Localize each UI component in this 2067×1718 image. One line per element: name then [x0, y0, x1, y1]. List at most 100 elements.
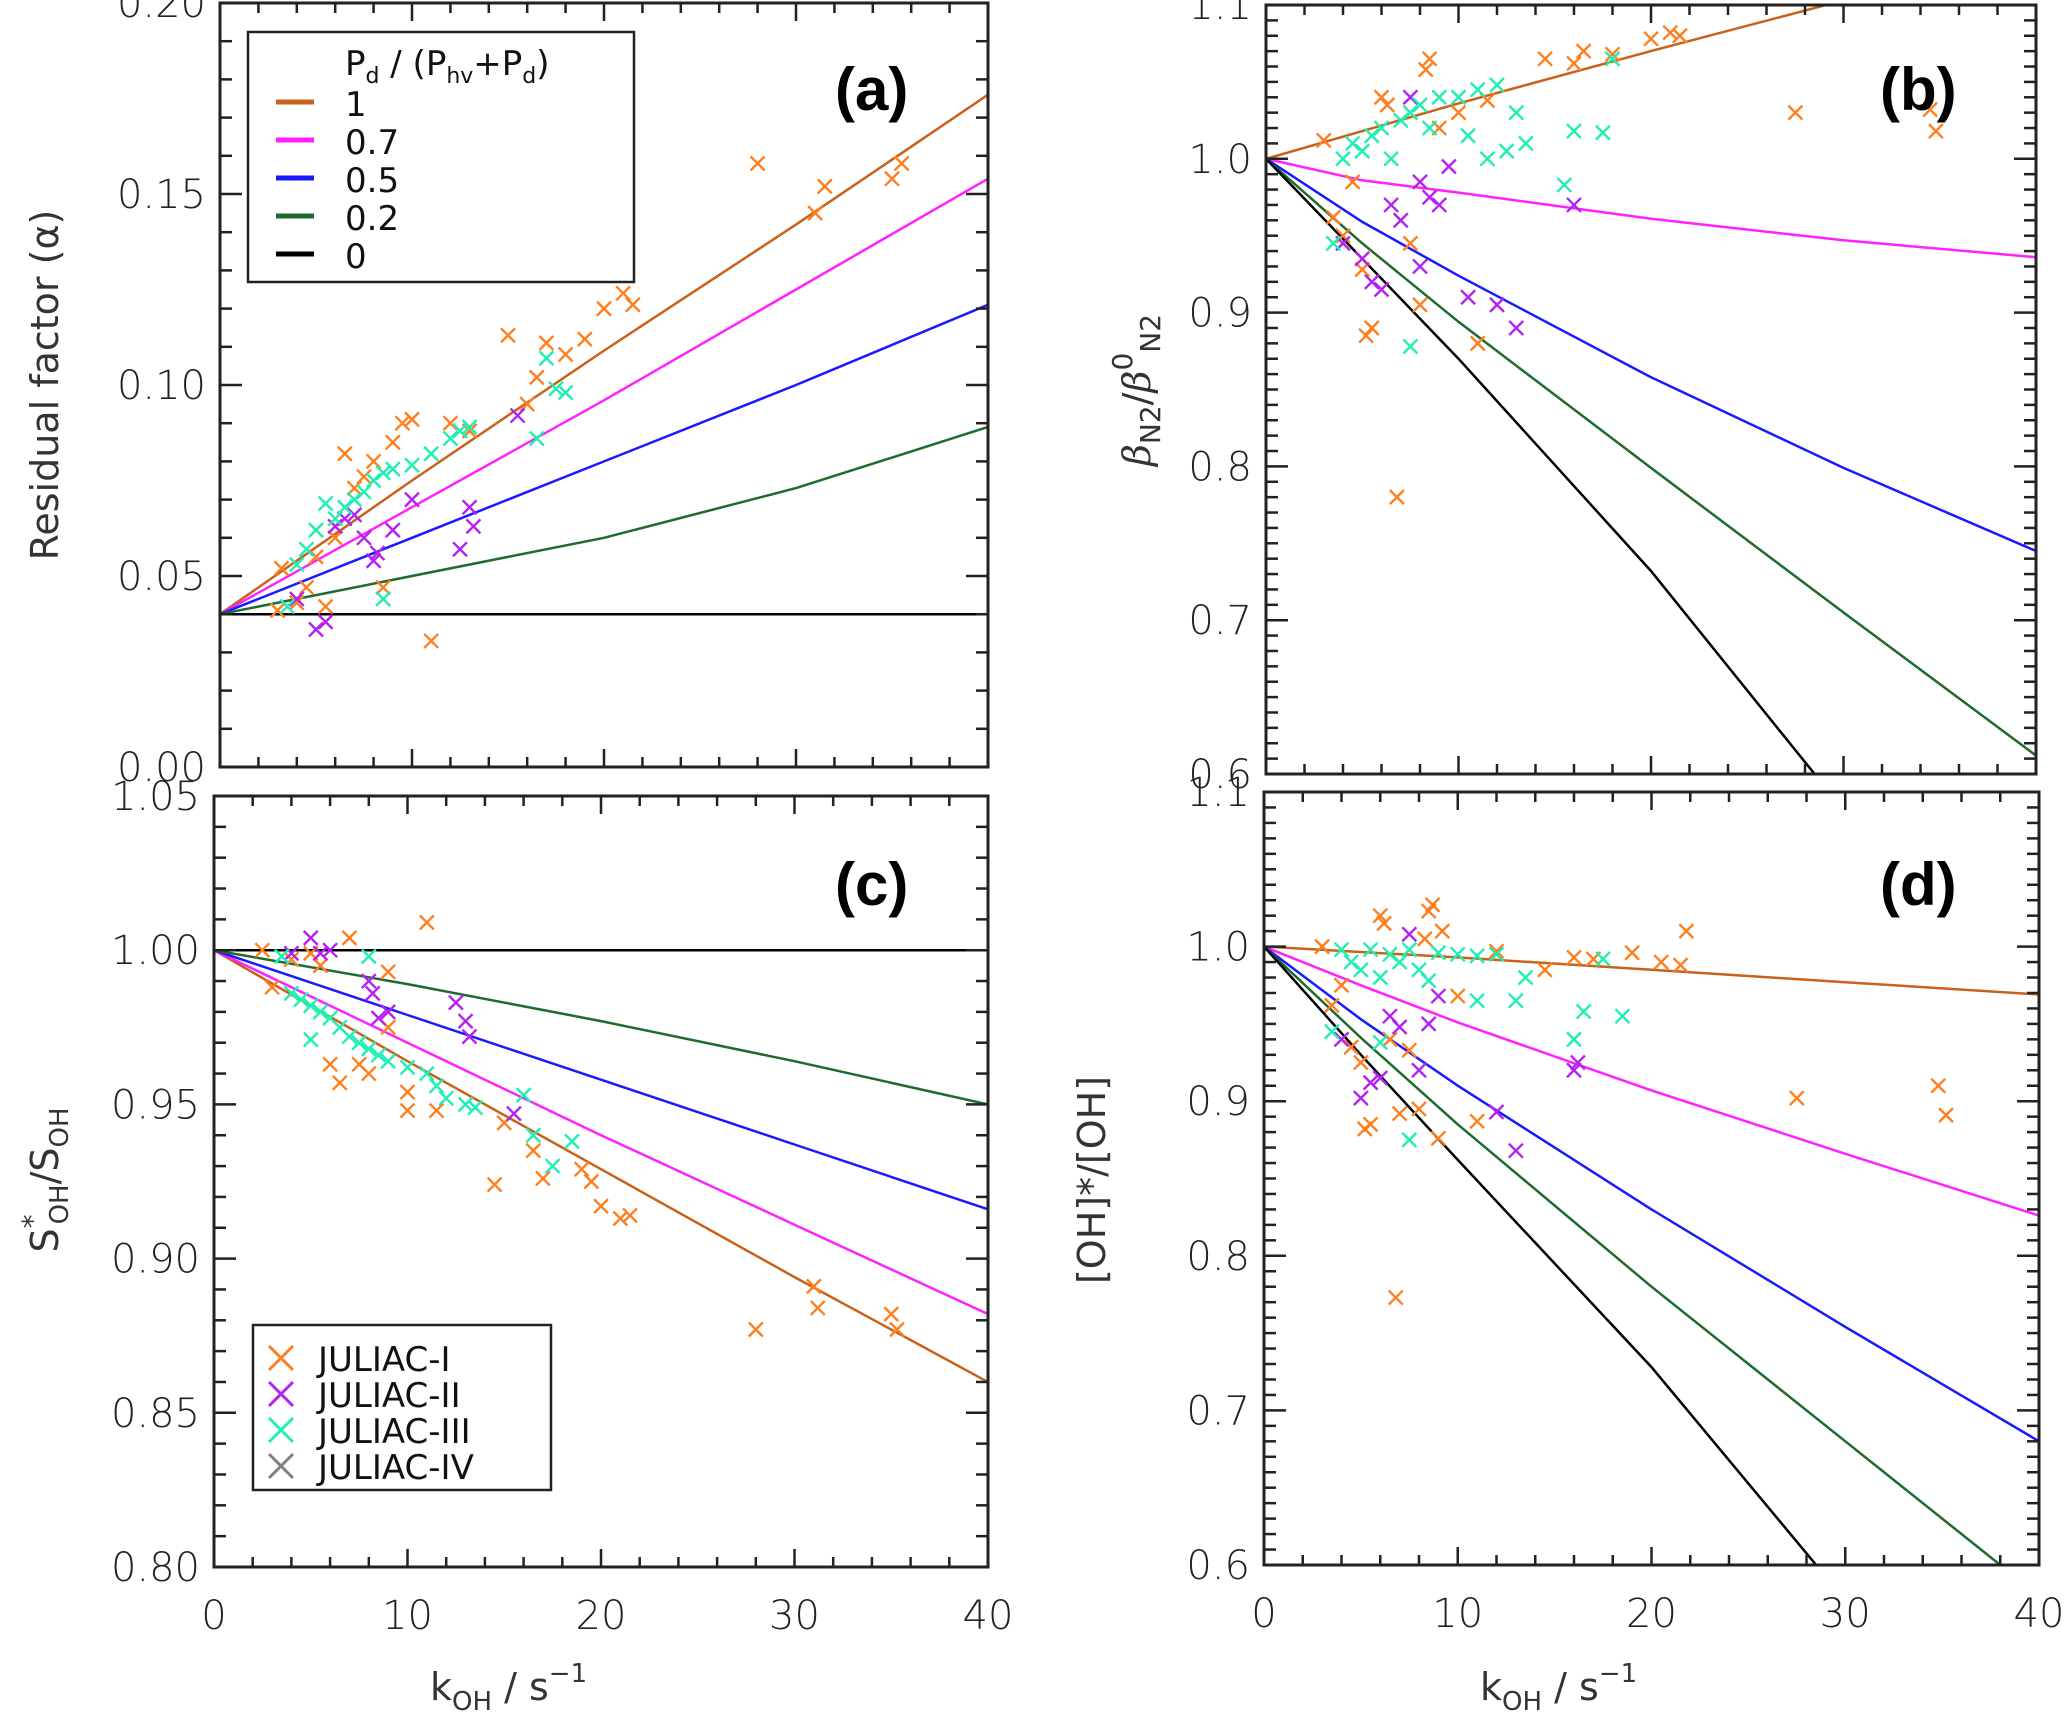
data-point-juliac-iii — [1333, 941, 1350, 958]
model-curve-0p5 — [1266, 157, 2036, 553]
data-point-juliac-ii — [1353, 1090, 1369, 1106]
data-point-juliac-i — [1643, 30, 1659, 47]
data-point-juliac-i — [1566, 55, 1582, 72]
data-point-juliac-iii — [1383, 150, 1399, 167]
y-tick-label: 0.8 — [1188, 444, 1252, 490]
data-point-juliac-i — [1314, 938, 1330, 955]
data-point-juliac-i — [404, 411, 420, 428]
data-point-juliac-i — [1424, 897, 1441, 913]
data-point-juliac-ii — [327, 518, 344, 535]
data-point-juliac-i — [573, 1161, 590, 1178]
y-tick-label: 0.7 — [1188, 598, 1252, 644]
x-tick-label: 20 — [1626, 1591, 1677, 1637]
data-point-juliac-iii — [1401, 1132, 1418, 1148]
legend-title: Pd / (Phv+Pd) — [345, 44, 550, 89]
subscript: N2 — [1134, 314, 1167, 353]
data-point-juliac-ii — [1373, 281, 1390, 298]
data-point-juliac-i — [428, 1102, 445, 1119]
superscript: −1 — [549, 1659, 587, 1689]
data-point-juliac-iii — [360, 1041, 377, 1057]
legend-label: JULIAC-II — [316, 1376, 461, 1416]
x-tick-label: 40 — [2014, 1591, 2065, 1637]
data-point-juliac-i — [806, 1278, 822, 1295]
y-tick-label: 0.6 — [1186, 1543, 1250, 1589]
legend-entries: 10.70.50.20 — [276, 85, 399, 277]
data-point-juliac-i — [1928, 123, 1944, 139]
data-point-juliac-i — [525, 1142, 542, 1159]
data-point-juliac-i — [1353, 1054, 1369, 1071]
data-point-juliac-ii — [1488, 1104, 1505, 1120]
data-point-juliac-ii — [1508, 1142, 1524, 1159]
data-point-juliac-iii — [365, 472, 382, 489]
data-point-juliac-iii — [288, 556, 305, 573]
data-point-juliac-ii — [322, 942, 338, 959]
superscript: 0 — [1106, 353, 1139, 371]
data-point-juliac-i — [1417, 61, 1434, 78]
data-point-juliac-iii — [1362, 941, 1379, 958]
data-point-juliac-iii — [1489, 77, 1505, 93]
plot-area — [220, 93, 988, 649]
data-point-juliac-iii — [1460, 127, 1476, 144]
s-letter: S — [23, 1228, 67, 1252]
data-point-juliac-ii — [1372, 1070, 1389, 1086]
panel-c: 0.80 0.85 0.90 0.95 1.00 1.05 0 10 20 30 40 (c) — [111, 774, 1014, 1639]
data-point-juliac-iii — [341, 1028, 358, 1045]
model-curve-0p2 — [1264, 945, 2002, 1565]
data-point-juliac-iii — [1595, 124, 1611, 141]
data-point-juliac-iii — [452, 422, 468, 439]
data-point-juliac-iii — [399, 1059, 416, 1076]
data-point-juliac-i — [1412, 297, 1428, 313]
data-point-juliac-i — [336, 445, 353, 462]
data-point-juliac-i — [1537, 50, 1553, 67]
data-point-juliac-iii — [1566, 123, 1582, 139]
model-curve-0p7 — [220, 177, 988, 616]
data-point-juliac-i — [1402, 235, 1419, 252]
data-point-juliac-i — [1379, 97, 1396, 113]
data-point-juliac-ii — [1333, 1031, 1350, 1048]
data-point-juliac-i — [283, 951, 300, 968]
data-point-juliac-iii — [419, 1065, 435, 1082]
data-point-juliac-ii — [1489, 297, 1505, 313]
data-point-juliac-i — [1358, 327, 1374, 344]
legend-marker — [267, 1416, 295, 1444]
data-point-juliac-i — [528, 369, 545, 386]
y-tick-label: 1.05 — [111, 774, 200, 820]
legend-marker — [267, 1380, 295, 1408]
panel-label: (d) — [1880, 851, 1957, 918]
data-point-juliac-iii — [356, 484, 372, 500]
data-point-juliac-i — [1430, 1130, 1447, 1147]
y-tick-label: 0.85 — [111, 1391, 200, 1437]
data-point-juliac-iii — [1595, 951, 1611, 967]
data-point-juliac-iii — [1508, 992, 1524, 1009]
plot-area — [1266, 5, 2036, 774]
data-point-juliac-ii — [1392, 212, 1409, 229]
data-point-juliac-ii — [461, 1028, 478, 1045]
data-point-juliac-ii — [365, 552, 382, 569]
y-tick-label: 0.00 — [117, 745, 206, 791]
data-point-juliac-i — [264, 979, 280, 996]
x-tick-label: 40 — [963, 1593, 1014, 1639]
data-point-juliac-ii — [1570, 1054, 1586, 1071]
data-point-juliac-i — [557, 346, 574, 363]
data-point-juliac-i — [807, 205, 824, 221]
data-point-juliac-iii — [1353, 961, 1369, 978]
legend-label: 1 — [345, 85, 367, 125]
panel-a: 0.00 0.05 0.10 0.15 0.20 (a) — [117, 0, 990, 791]
model-curve-1 — [214, 949, 988, 1384]
y-axis-title-b-text: βN2/β0N2 — [1106, 314, 1167, 468]
y-tick-label: 0.90 — [111, 1237, 200, 1283]
data-point-juliac-i — [816, 178, 833, 195]
data-point-juliac-ii — [1412, 174, 1428, 190]
slash: / — [1115, 392, 1159, 405]
plot-area — [214, 914, 988, 1384]
data-point-juliac-i — [583, 1173, 600, 1190]
data-point-juliac-iii — [467, 1099, 484, 1116]
x-tick-label: 30 — [1820, 1591, 1871, 1637]
model-curve-0p5 — [220, 303, 988, 616]
data-point-juliac-i — [322, 1056, 338, 1073]
data-point-juliac-iii — [370, 1047, 387, 1063]
data-point-juliac-i — [346, 480, 363, 496]
model-curve-1 — [220, 93, 988, 616]
p-letter: P — [345, 44, 366, 84]
subscript: OH — [45, 1107, 75, 1147]
